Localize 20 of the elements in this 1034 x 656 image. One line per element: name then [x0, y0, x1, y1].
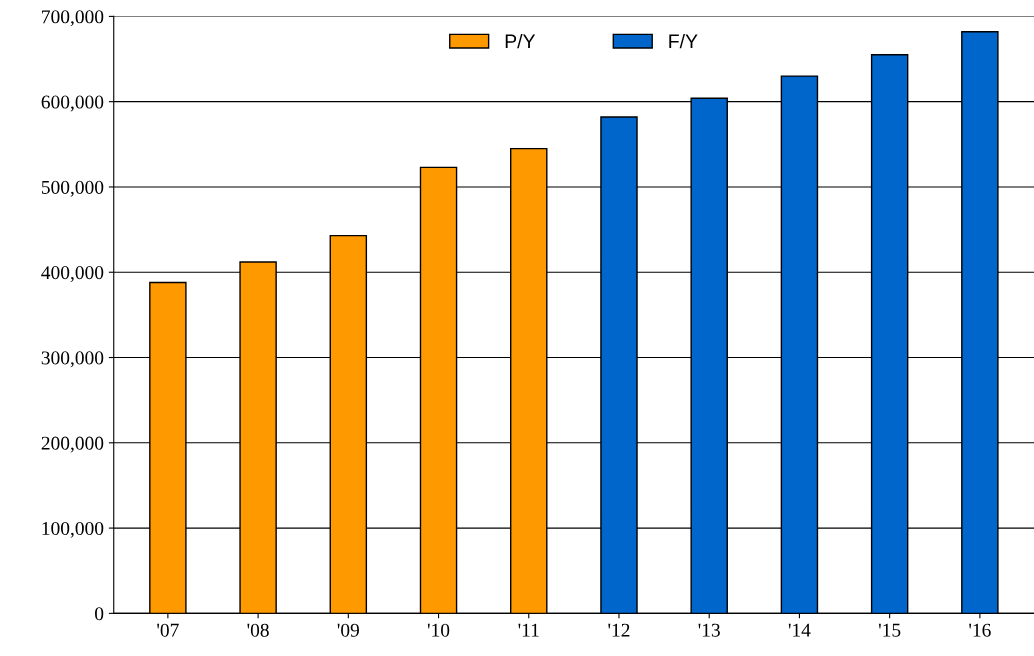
x-tick-label: '15 — [878, 623, 901, 637]
y-tick-label: 100,000 — [42, 521, 104, 538]
y-tick-label: 0 — [95, 607, 104, 621]
x-tick-label: '12 — [608, 623, 630, 637]
y-tick-label: 300,000 — [41, 351, 104, 368]
x-tick-label: '13 — [698, 623, 720, 637]
y-tick-label: 400,000 — [41, 266, 104, 282]
x-tick-label: '11 — [518, 623, 539, 637]
x-tick-label: '16 — [969, 623, 991, 637]
y-tick-label: 600,000 — [41, 95, 104, 112]
x-tick-label: '14 — [788, 623, 811, 637]
x-tick-label: '07 — [157, 623, 179, 637]
x-tick-label: '08 — [247, 623, 269, 637]
legend-label: P/Y — [505, 33, 536, 49]
x-tick-label: '10 — [427, 623, 450, 637]
y-tick-label: 500,000 — [41, 180, 104, 197]
y-tick-label: 200,000 — [41, 436, 104, 453]
legend-label: F/Y — [669, 33, 698, 49]
x-tick-label: '09 — [337, 623, 359, 637]
y-tick-label: 700,000 — [42, 10, 104, 27]
